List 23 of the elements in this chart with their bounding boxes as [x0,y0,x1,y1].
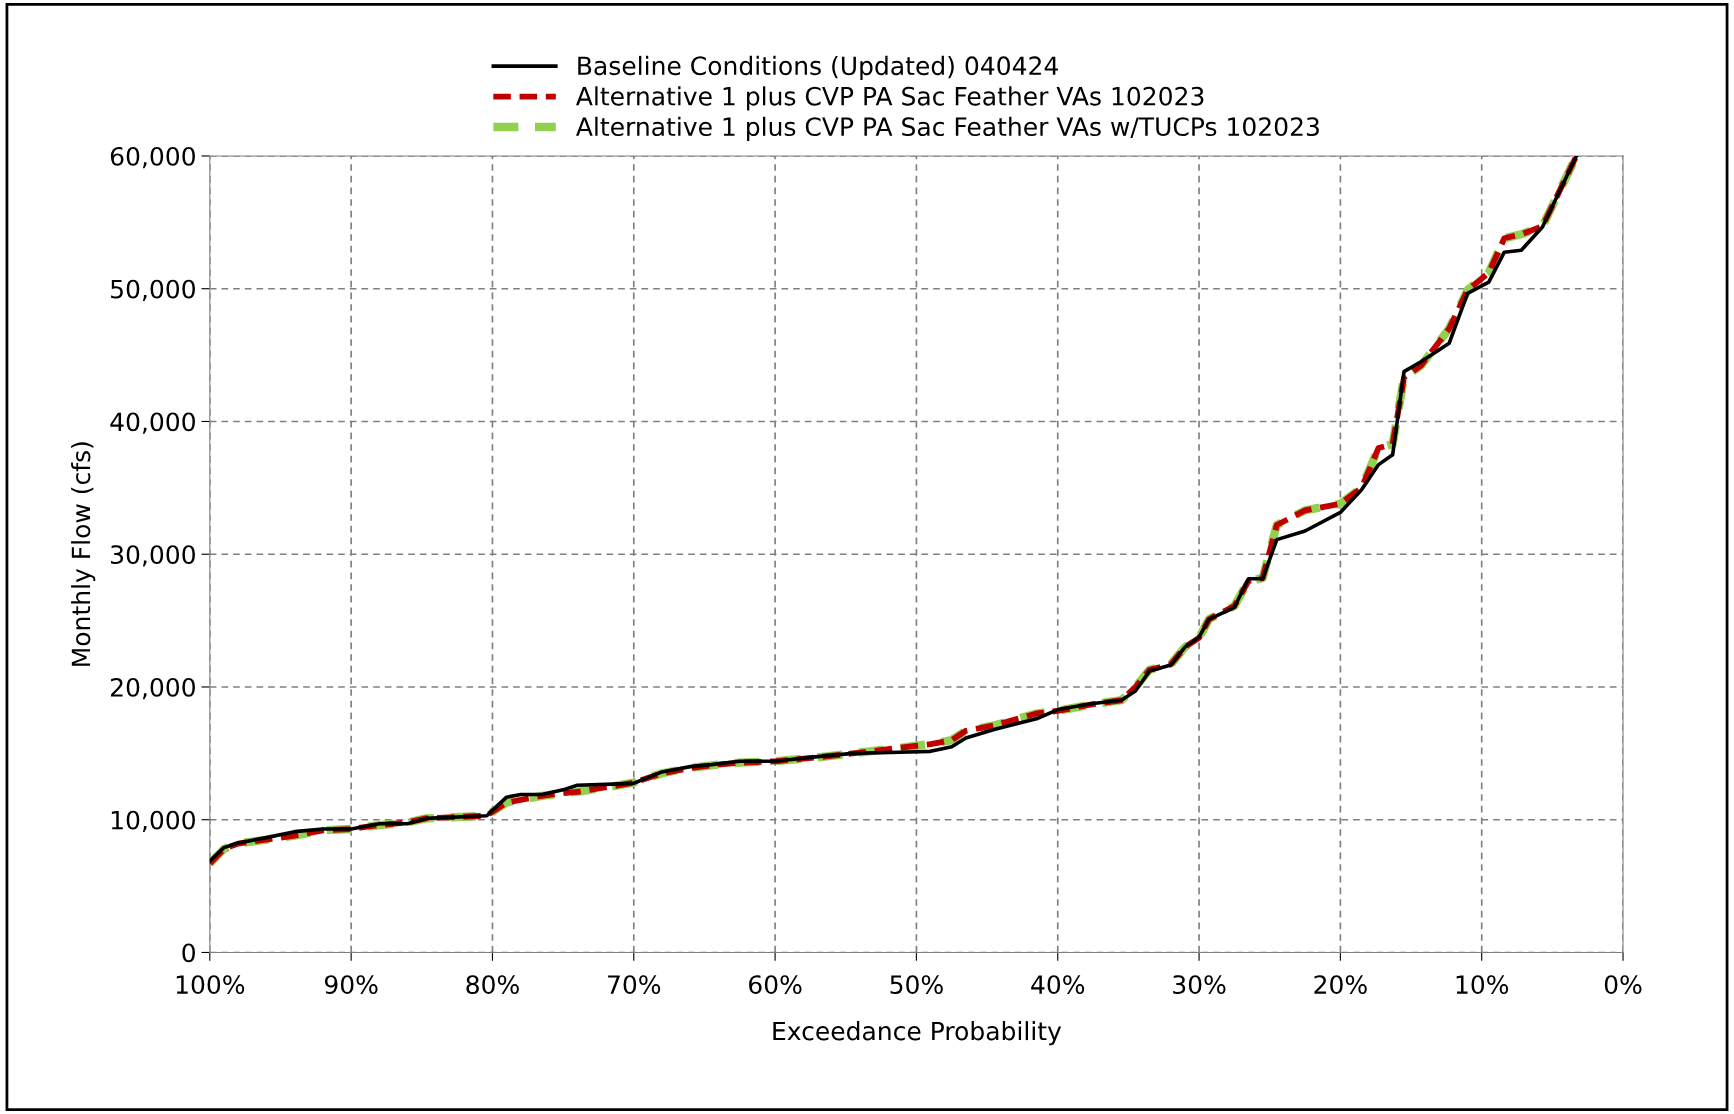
y-tick-label: 40,000 [110,412,195,434]
y-tick-label: 60,000 [110,146,195,169]
x-tick-label: 50% [890,975,943,995]
x-tick-label: 40% [1031,975,1085,995]
x-tick-label: 60% [749,975,802,995]
x-tick-label: 100% [176,975,245,995]
legend-label: Alternative 1 plus CVP PA Sac Feather VAs 102023 [576,86,1204,111]
legend-label: Alternative 1 plus CVP PA Sac Feather VAs w/TUCPs 102023 [576,116,1319,141]
y-tick-label: 20,000 [110,677,195,700]
y-tick-label: 30,000 [111,545,195,567]
y-axis-title: Monthly Flow (cfs) [71,442,96,666]
x-axis-title: Exceedance Probability [773,1021,1062,1046]
y-tick-label: 50,000 [111,279,195,302]
x-tick-label: 10% [1456,975,1509,995]
x-tick-label: 80% [466,975,519,995]
x-tick-label: 20% [1314,975,1367,995]
x-tick-label: 70% [608,975,661,995]
y-tick-label: 10,000 [111,810,195,833]
x-tick-label: 90% [324,975,378,995]
y-tick-label: 0 [182,943,195,963]
x-tick-label: 30% [1173,975,1226,995]
x-tick-label: 0% [1604,975,1642,995]
legend-label: Baseline Conditions (Updated) 040424 [578,55,1058,81]
